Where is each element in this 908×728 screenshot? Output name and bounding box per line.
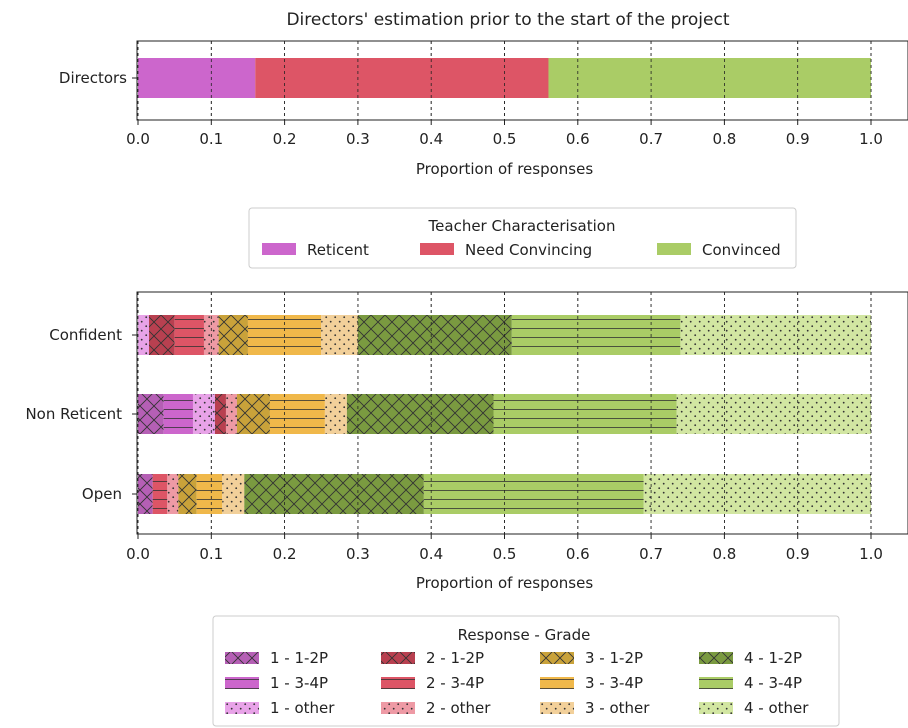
legend-swatch-4-1-2p [699,652,733,664]
directors-chart: Directors' estimation prior to the start… [59,10,908,178]
bar-non-reticent-1-3-4p [163,394,193,434]
legend-title: Response - Grade [458,626,591,644]
bar-convinced [548,58,871,98]
legend-swatch-3-3-4p [540,677,574,689]
bar-confident-2-3-4p [174,315,204,355]
x-tick-label: 0.0 [126,545,150,563]
response-grade-chart: 0.0 0.1 0.2 0.3 0.4 0.5 0.6 0.7 0.8 0.9 1.0 Proport… [25,291,908,592]
legend-swatch-1-other [225,702,259,714]
bar-non-reticent-1-other [192,394,215,434]
legend-label-4-1-2p: 4 - 1-2P [744,649,802,667]
bar-confident-4-other [680,315,871,355]
bar-open-2-3-4p [152,474,168,514]
legend-swatch-2-other [381,702,415,714]
legend-label-4-3-4p: 4 - 3-4P [744,674,802,692]
x-tick-label: 0.3 [346,545,370,563]
legend-swatch-need-convincing [420,243,454,255]
legend-swatch-convinced [657,243,691,255]
bar-confident-2-1-2p [148,315,175,355]
legend-label-2-3-4p: 2 - 3-4P [426,674,484,692]
x-tick-label: 0.5 [493,130,517,148]
bar-open-4-3-4p [423,474,644,514]
x-tick-label: 0.4 [419,130,443,148]
x-tick-label: 1.0 [859,545,883,563]
bar-confident-4-3-4p [511,315,681,355]
legend-label-reticent: Reticent [307,241,369,259]
x-tick-label: 0.1 [199,130,223,148]
bar-confident-3-other [321,315,358,355]
legend-swatch-1-1-2p [225,652,259,664]
x-tick-label: 0.6 [566,130,590,148]
bar-open-1-1-2p [138,474,153,514]
bar-need-convincing [255,58,549,98]
x-tick-label: 0.8 [712,545,736,563]
x-tick-label: 0.6 [566,545,590,563]
legend-swatch-2-1-2p [381,652,415,664]
x-tick-label: 0.2 [273,130,297,148]
bar-open-2-other [167,474,179,514]
legend-label-3-1-2p: 3 - 1-2P [585,649,643,667]
bar-reticent [138,58,256,98]
legend-label-4-other: 4 - other [744,699,809,717]
legend-label-convinced: Convinced [702,241,781,259]
legend-swatch-1-3-4p [225,677,259,689]
bar-non-reticent-2-1-2p [214,394,226,434]
x-tick-label: 0.7 [639,545,663,563]
bar-confident-4-1-2p [357,315,512,355]
bar-non-reticent-2-other [225,394,237,434]
chart-title: Directors' estimation prior to the start… [286,10,729,30]
legend-label-1-3-4p: 1 - 3-4P [270,674,328,692]
legend-label-2-1-2p: 2 - 1-2P [426,649,484,667]
bar-open-3-1-2p [178,474,197,514]
y-tick-label: Non Reticent [25,405,122,423]
bar-non-reticent-3-3-4p [269,394,325,434]
x-tick-label: 0.5 [493,545,517,563]
legend-swatch-4-other [699,702,733,714]
bar-non-reticent-3-1-2p [236,394,270,434]
x-tick-label: 0.3 [346,130,370,148]
y-tick-label: Directors [59,69,127,87]
x-tick-label: 0.8 [712,130,736,148]
x-axis-label: Proportion of responses [416,574,594,592]
legend-frame [212,615,840,727]
bar-non-reticent-4-1-2p [346,394,494,434]
legend-swatch-reticent [262,243,296,255]
x-tick-label: 0.9 [786,545,810,563]
legend-swatch-3-1-2p [540,652,574,664]
x-tick-label: 0.4 [419,545,443,563]
legend-swatch-3-other [540,702,574,714]
x-tick-label: 0.2 [273,545,297,563]
y-tick-label: Confident [49,326,122,344]
bar-non-reticent-1-1-2p [138,394,164,434]
legend-swatch-4-3-4p [699,677,733,689]
bar-non-reticent-4-other [676,394,871,434]
bar-non-reticent-4-3-4p [493,394,677,434]
legend-swatch-2-3-4p [381,677,415,689]
x-tick-label: 0.7 [639,130,663,148]
teacher-characterisation-legend: Teacher Characterisation Reticent Need Con… [248,207,797,269]
y-tick-label: Open [82,485,122,503]
x-tick-label: 1.0 [859,130,883,148]
bar-confident-3-1-2p [218,315,248,355]
bar-non-reticent-3-other [324,394,347,434]
x-tick-label: 0.0 [126,130,150,148]
response-grade-legend: Response - Grade 1 - 1-2P 1 - 3-4P 1 - othe… [212,615,840,727]
legend-label-3-other: 3 - other [585,699,650,717]
bar-open-3-other [222,474,245,514]
legend-label-1-other: 1 - other [270,699,335,717]
legend-label-need-convincing: Need Convincing [465,241,592,259]
legend-label-2-other: 2 - other [426,699,491,717]
bar-open-3-3-4p [196,474,223,514]
bar-confident-1-other [138,315,149,355]
legend-label-3-3-4p: 3 - 3-4P [585,674,643,692]
x-tick-label: 0.1 [199,545,223,563]
bar-open-4-other [643,474,871,514]
legend-title: Teacher Characterisation [428,217,616,235]
x-tick-label: 0.9 [786,130,810,148]
legend-label-1-1-2p: 1 - 1-2P [270,649,328,667]
x-axis-label: Proportion of responses [416,160,594,178]
bar-open-4-1-2p [244,474,424,514]
